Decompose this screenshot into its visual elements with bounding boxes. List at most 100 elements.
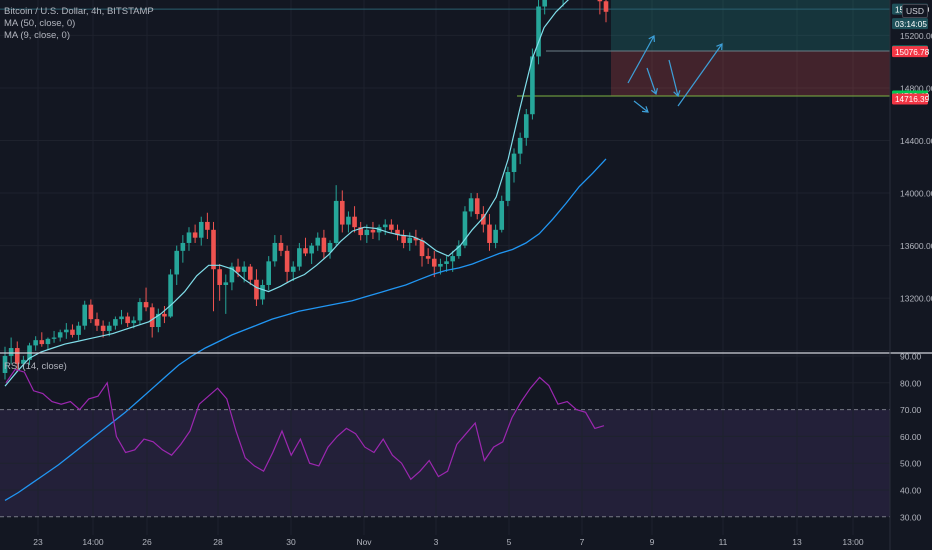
candle [493, 224, 498, 249]
rsi-axis-label: 70.00 [900, 405, 922, 415]
candle-body [499, 200, 505, 230]
candle-body [474, 198, 480, 215]
candle [389, 219, 394, 233]
price-tag: 14716.39 [892, 93, 930, 105]
candle [57, 329, 63, 342]
candle-body [235, 266, 241, 272]
time-axis-label: 7 [580, 537, 585, 547]
projection-arrow [668, 59, 679, 97]
candle-body [303, 248, 308, 254]
candle-body [321, 237, 327, 253]
projection-arrowhead [641, 106, 649, 113]
candle [21, 355, 26, 370]
candle [198, 216, 204, 246]
currency-badge[interactable]: USD [902, 4, 928, 18]
candle-body [395, 229, 400, 236]
time-axis-label: 13 [792, 537, 802, 547]
candle-body [137, 302, 143, 321]
candle-body [333, 200, 339, 243]
candle [284, 245, 290, 283]
candle [450, 250, 455, 272]
candle [407, 232, 413, 251]
candle-body [94, 319, 100, 326]
candle [444, 256, 449, 272]
candle [523, 108, 529, 146]
rsi-axis-label: 40.00 [900, 486, 922, 496]
candle [431, 250, 437, 278]
candle [149, 303, 155, 338]
candle-body [205, 221, 210, 230]
candle [266, 256, 272, 291]
candle-body [21, 359, 26, 364]
candle-body [241, 266, 247, 272]
symbol-title: Bitcoin / U.S. Dollar, 4h, BITSTAMP [4, 6, 154, 17]
candle-body [438, 263, 443, 267]
candle [137, 298, 143, 325]
ma50-legend: MA (50, close, 0) [4, 18, 76, 29]
candle [505, 166, 511, 207]
candle [229, 262, 235, 291]
candle [339, 190, 345, 233]
candle-body [14, 348, 20, 364]
candle [327, 240, 333, 259]
projection-arrow [627, 35, 655, 84]
candle-body [174, 250, 180, 275]
candle [358, 221, 363, 241]
candle [468, 193, 474, 217]
candle-body [309, 245, 314, 254]
candle-body [407, 237, 413, 243]
candle-body [419, 240, 425, 257]
candle [192, 224, 198, 243]
candle [370, 221, 376, 240]
candle-body [211, 229, 216, 270]
projection-arrowhead [716, 43, 723, 51]
price-tag: 15076.78 [892, 46, 930, 58]
candle [321, 229, 327, 259]
candle-body [315, 237, 321, 246]
candle-body [382, 224, 388, 228]
candle [536, 0, 541, 65]
candle [186, 227, 192, 251]
price-tag-box [892, 18, 928, 30]
candle [419, 237, 425, 267]
candle [315, 232, 321, 251]
candle-body [192, 232, 198, 238]
candle-body [156, 313, 161, 328]
candle-body [266, 261, 272, 285]
candle-body [603, 1, 609, 12]
candle-body [51, 337, 57, 339]
candle [542, 0, 547, 15]
candle-body [8, 348, 14, 356]
candle [309, 242, 314, 264]
candle-body [401, 235, 406, 243]
candle [217, 263, 222, 301]
candle-body [254, 279, 259, 300]
time-axis-label: 30 [286, 537, 296, 547]
price-tag-box [892, 46, 928, 58]
candle-body [198, 221, 204, 238]
candle-body [346, 216, 351, 225]
candle-body [131, 320, 137, 324]
candle-body [364, 229, 370, 236]
time-axis-label: 28 [213, 537, 223, 547]
candle-body [168, 274, 173, 317]
candle [64, 323, 69, 339]
projection-arrows [627, 35, 723, 113]
candle [162, 306, 167, 324]
candle [2, 346, 8, 380]
candle-body [370, 229, 376, 233]
price-tag-box [892, 93, 928, 105]
candle-body [481, 214, 486, 225]
loss-zone [611, 51, 890, 97]
price-tag-text: 15076.78 [895, 48, 930, 57]
projection-arrow [633, 100, 649, 113]
candle [425, 248, 431, 264]
time-axis-label: 26 [142, 537, 152, 547]
rsi-legend: RSI (14, close) [4, 361, 67, 372]
candle-body [597, 0, 603, 2]
candle [511, 148, 517, 183]
time-axis-label: 5 [507, 537, 512, 547]
candle-body [2, 355, 8, 373]
candle [14, 341, 20, 372]
